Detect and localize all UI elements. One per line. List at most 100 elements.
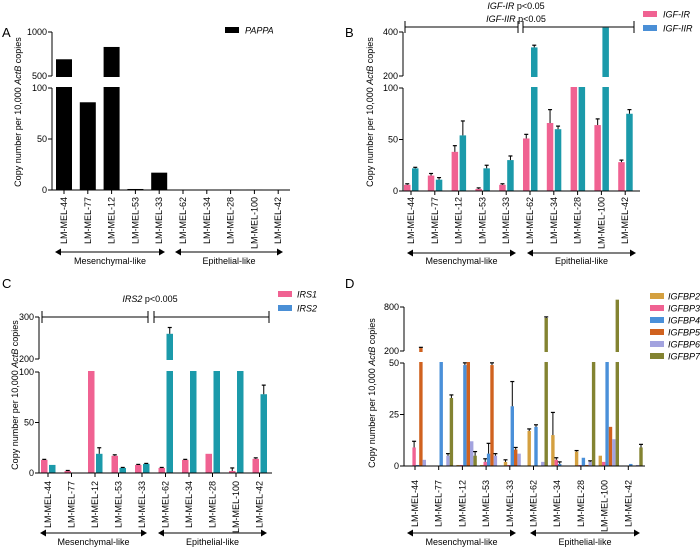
x-tick-label: LM-MEL-53 [481, 480, 491, 527]
x-tick-label: LM-MEL-42 [623, 480, 633, 527]
arrow-right-icon [261, 529, 267, 537]
bar-IGF-IR-LM-MEL-34 [546, 123, 554, 191]
axis-break-gap [400, 352, 647, 362]
arrow-right-icon [634, 529, 640, 537]
bar-IRS2-LM-MEL-12 [96, 453, 103, 473]
x-tick-label: LM-MEL-77 [67, 481, 77, 528]
y-label-gene: ActB [365, 66, 375, 86]
bar-IRS1-LM-MEL-44 [41, 459, 48, 473]
bar-IGF-IIR-LM-MEL-62 [531, 47, 538, 192]
bar-IGFBP5-LM-MEL-100 [608, 426, 613, 466]
x-tick-label: LM-MEL-34 [184, 481, 194, 528]
bar-IRS2-LM-MEL-33 [143, 463, 150, 473]
x-tick-label: LM-MEL-33 [137, 481, 147, 528]
bar-IGFBP4-LM-MEL-33 [510, 406, 514, 466]
bar-IGFBP6-LM-MEL-53 [493, 455, 498, 466]
bar-IRS1-LM-MEL-28 [205, 453, 212, 473]
bar-IGF-IIR-LM-MEL-12 [459, 135, 467, 191]
bar-IGFBP4-LM-MEL-28 [581, 457, 586, 466]
arrow-left-icon [407, 249, 413, 257]
y-label-text: copies [10, 320, 20, 349]
bar-IGFBP2-LM-MEL-33 [503, 461, 508, 466]
bar-IRS2-LM-MEL-42 [260, 394, 267, 473]
x-tick-label: LM-MEL-62 [525, 197, 535, 244]
x-tick-label: LM-MEL-44 [406, 197, 416, 244]
panel-letter: C [2, 276, 11, 291]
panel-B: B 0 50 100 200 400 LM-MEL-44 LM-MEL-77 LM-MEL-12… [345, 1, 693, 266]
arrow-right-icon [630, 249, 636, 257]
legend-label: IGF-IIR [663, 24, 693, 34]
bar-IGFBP2-LM-MEL-34 [551, 435, 555, 466]
x-tick-label: LM-MEL-44 [410, 480, 420, 527]
x-tick-label: LM-MEL-53 [114, 481, 124, 528]
bar-IGF-IR-LM-MEL-100 [594, 125, 601, 191]
bar-IRS2-LM-MEL-62 [166, 333, 173, 473]
x-tick-label: LM-MEL-28 [576, 480, 586, 527]
y-tick-label: 50 [388, 135, 398, 145]
bar-IGFBP3-LM-MEL-12 [459, 464, 464, 466]
bar-PAPPA-LM-MEL-33 [151, 172, 168, 190]
bar-IGFBP3-LM-MEL-28 [578, 464, 582, 466]
y-label-gene: ActB [367, 347, 377, 367]
y-label-text: Copy number per 10,000 [367, 366, 377, 468]
bar-PAPPA-LM-MEL-12 [103, 46, 120, 191]
bar-IGF-IR-LM-MEL-42 [618, 162, 625, 191]
y-label-gene: ActB [13, 66, 23, 86]
legend-swatch [650, 341, 664, 347]
y-tick-label: 200 [384, 346, 399, 356]
bar-IGF-IR-LM-MEL-77 [427, 175, 435, 191]
x-tick-label: LM-MEL-28 [573, 197, 583, 244]
bar-IGFBP7-LM-MEL-100 [615, 299, 619, 466]
x-tick-label: LM-MEL-28 [208, 481, 218, 528]
bar-IGF-IIR-LM-MEL-53 [483, 168, 490, 191]
bar-IRS1-LM-MEL-12 [88, 365, 95, 473]
panel-letter: B [345, 25, 354, 40]
y-tick-label: 100 [19, 367, 34, 377]
y-tick-label: 100 [383, 83, 398, 93]
panel-C: C 0 50 100 200 300 LM-MEL-44 LM-MEL-77 LM-MEL-12… [2, 276, 317, 547]
bar-IGF-IIR-LM-MEL-100 [602, 27, 609, 191]
arrow-right-icon [141, 529, 147, 537]
bar-PAPPA-LM-MEL-53 [127, 188, 144, 190]
arrow-left-icon [530, 529, 536, 537]
x-tick-label: LM-MEL-62 [529, 480, 539, 527]
y-tick-label: 200 [19, 354, 34, 364]
bar-IRS1-LM-MEL-33 [135, 464, 142, 473]
legend-swatch [643, 11, 657, 17]
annotation-p-value: p<0.05 [516, 14, 546, 24]
bar-IGFBP3-LM-MEL-44 [412, 447, 416, 466]
bar-IGFBP2-LM-MEL-100 [598, 455, 602, 466]
annotation-gene: IRS2 [122, 294, 142, 304]
bar-IGFBP7-LM-MEL-62 [544, 318, 548, 466]
y-tick-label: 50 [37, 134, 47, 144]
x-tick-label: LM-MEL-34 [202, 197, 212, 244]
bar-IGF-IR-LM-MEL-62 [523, 138, 530, 191]
y-tick-label: 50 [389, 358, 399, 368]
y-tick-label: 0 [29, 468, 34, 478]
bar-IGFBP5-LM-MEL-53 [490, 365, 494, 466]
bar-IRS1-LM-MEL-42 [252, 458, 259, 473]
bar-IGFBP2-LM-MEL-53 [480, 464, 484, 466]
x-tick-label: LM-MEL-53 [477, 197, 487, 244]
significance-annotation: IRS2 p<0.005 [122, 294, 177, 304]
bar-IGFBP5-LM-MEL-12 [466, 359, 470, 466]
bar-PAPPA-LM-MEL-44 [56, 59, 72, 190]
y-axis-label: Copy number per 10,000 ActB copies [10, 320, 20, 470]
legend-label: PAPPA [245, 26, 274, 36]
arrow-right-icon [510, 529, 516, 537]
y-tick-label: 200 [383, 71, 398, 81]
group-label: Epithelial-like [186, 537, 239, 547]
bar-IGFBP6-LM-MEL-42 [635, 464, 640, 466]
y-tick-label: 0 [42, 185, 47, 195]
legend-swatch [650, 353, 664, 359]
group-label: Epithelial-like [555, 256, 608, 266]
bar-IGFBP3-LM-MEL-34 [554, 459, 558, 466]
x-tick-label: LM-MEL-33 [505, 480, 515, 527]
bar-IRS2-LM-MEL-44 [49, 464, 56, 473]
bar-IGF-IIR-LM-MEL-42 [626, 113, 633, 191]
bar-IGF-IIR-LM-MEL-77 [435, 179, 443, 191]
x-tick-label: LM-MEL-42 [273, 197, 283, 244]
bar-IGFBP3-LM-MEL-33 [507, 464, 511, 466]
bar-IGFBP3-LM-MEL-100 [602, 461, 606, 466]
y-label-text: Copy number per 10,000 [13, 85, 23, 187]
